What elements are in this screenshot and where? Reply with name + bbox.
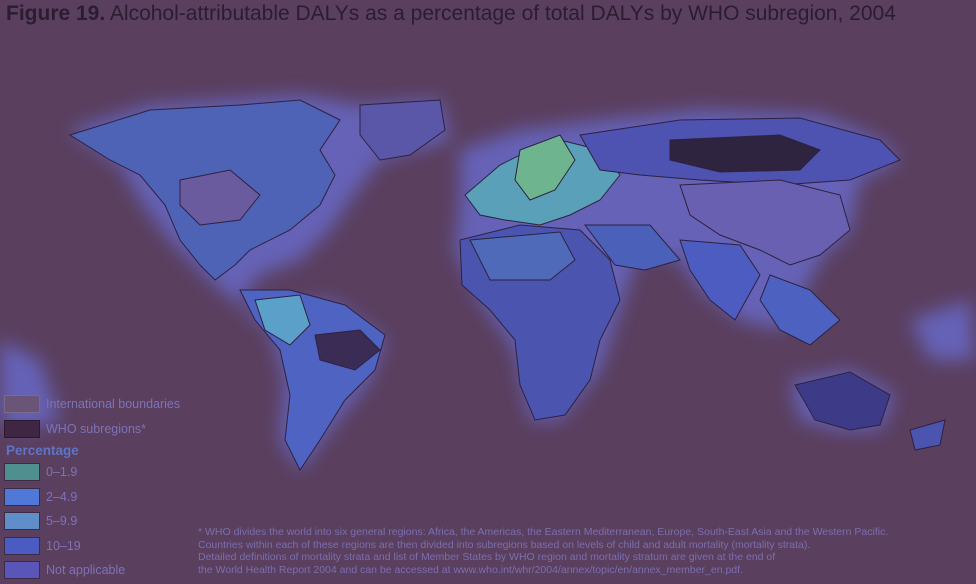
europe-region [464,134,621,226]
subregion-swatch [4,419,40,438]
legend-label: 10–19 [46,538,81,553]
footnote-line: the World Health Report 2004 and can be … [198,563,743,576]
legend-row-boundaries: International boundaries [4,392,234,417]
figure-title-text: Alcohol-attributable DALYs as a percenta… [109,2,896,25]
legend-label: International boundaries [46,397,181,412]
legend-label: 2–4.9 [46,489,78,504]
russia-region [579,117,901,186]
class-swatch [4,536,40,555]
footnote-line: Detailed definitions of mortality strata… [198,551,776,563]
figure-number: Figure 19. [6,2,106,25]
legend-row-class: Not applicable [4,558,234,583]
legend-row-class: 10–19 [4,534,234,559]
class-swatch [4,463,40,482]
map-legend: International boundaries WHO subregions*… [4,392,234,583]
legend-label: WHO subregions* [46,421,147,436]
americas-region [68,99,446,471]
oceania-region [794,371,946,451]
legend-label: 5–9.9 [46,514,78,529]
legend-title: Percentage [6,443,79,458]
legend-row-class: 0–1.9 [4,460,234,485]
boundary-swatch [4,395,40,414]
legend-label: 0–1.9 [46,465,78,480]
class-swatch [4,512,40,531]
legend-row-class: 2–4.9 [4,485,234,510]
asia-region [679,179,851,346]
class-swatch [4,561,40,580]
class-swatch [4,487,40,506]
footnote: * WHO divides the world into six general… [198,526,976,576]
legend-row-subregions: WHO subregions* [4,417,234,442]
africa-region [459,224,681,421]
legend-label: Not applicable [46,563,126,578]
legend-row-class: 5–9.9 [4,509,234,534]
footnote-line: Countries within each of these regions a… [198,538,811,551]
figure-title: Figure 19. Alcohol-attributable DALYs as… [6,2,896,26]
footnote-line: * WHO divides the world into six general… [198,526,889,538]
